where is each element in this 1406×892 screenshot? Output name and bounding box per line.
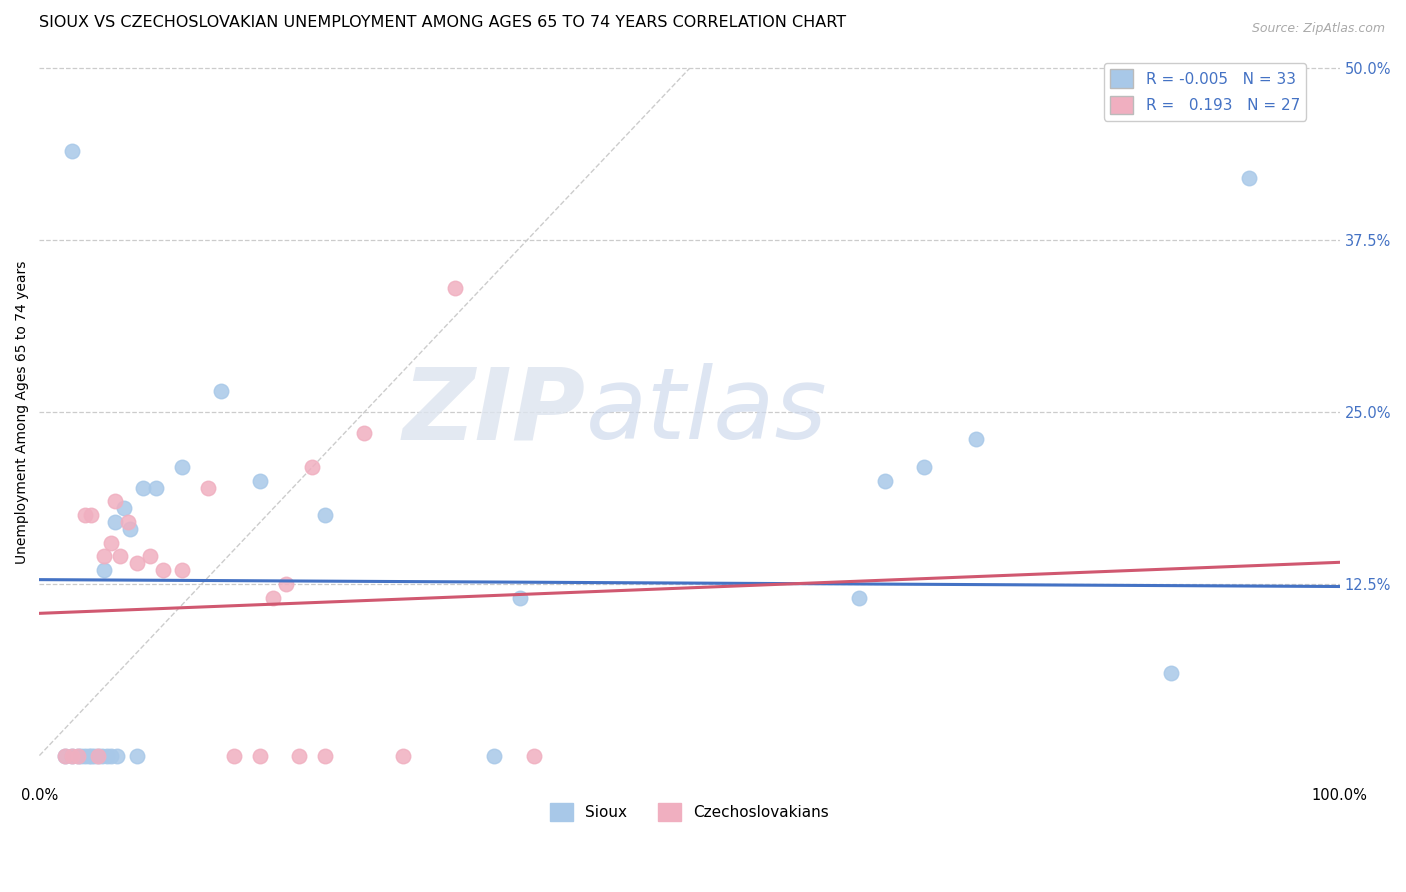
Point bbox=[90, 748, 112, 763]
Point bbox=[249, 748, 271, 763]
Legend: Sioux, Czechoslovakians: Sioux, Czechoslovakians bbox=[544, 797, 835, 828]
Point bbox=[484, 748, 506, 763]
Point bbox=[120, 522, 142, 536]
Point bbox=[93, 563, 115, 577]
Point bbox=[288, 748, 311, 763]
Y-axis label: Unemployment Among Ages 65 to 74 years: Unemployment Among Ages 65 to 74 years bbox=[15, 260, 30, 564]
Point bbox=[87, 748, 110, 763]
Text: Source: ZipAtlas.com: Source: ZipAtlas.com bbox=[1251, 22, 1385, 36]
Text: SIOUX VS CZECHOSLOVAKIAN UNEMPLOYMENT AMONG AGES 65 TO 74 YEARS CORRELATION CHAR: SIOUX VS CZECHOSLOVAKIAN UNEMPLOYMENT AM… bbox=[39, 15, 846, 30]
Point bbox=[67, 748, 90, 763]
Point bbox=[353, 425, 375, 440]
Point bbox=[87, 748, 110, 763]
Point bbox=[314, 508, 336, 522]
Point bbox=[276, 576, 298, 591]
Point bbox=[848, 591, 870, 605]
Point bbox=[77, 748, 100, 763]
Point bbox=[70, 748, 93, 763]
Point bbox=[262, 591, 284, 605]
Point bbox=[392, 748, 415, 763]
Point bbox=[80, 748, 103, 763]
Point bbox=[80, 508, 103, 522]
Point bbox=[112, 501, 135, 516]
Point bbox=[93, 549, 115, 564]
Text: ZIP: ZIP bbox=[402, 363, 585, 460]
Text: atlas: atlas bbox=[585, 363, 827, 460]
Point bbox=[125, 556, 148, 570]
Point bbox=[522, 748, 544, 763]
Point bbox=[211, 384, 233, 399]
Point bbox=[145, 481, 167, 495]
Point bbox=[912, 459, 935, 474]
Point bbox=[60, 144, 83, 158]
Point bbox=[107, 748, 129, 763]
Point bbox=[96, 748, 118, 763]
Point bbox=[83, 748, 105, 763]
Point bbox=[100, 748, 122, 763]
Point bbox=[117, 515, 139, 529]
Point bbox=[444, 281, 467, 295]
Point bbox=[132, 481, 155, 495]
Point bbox=[125, 748, 148, 763]
Point bbox=[873, 474, 896, 488]
Point bbox=[172, 459, 194, 474]
Point bbox=[1160, 666, 1182, 681]
Point bbox=[197, 481, 219, 495]
Point bbox=[301, 459, 323, 474]
Point bbox=[108, 549, 131, 564]
Point bbox=[104, 515, 127, 529]
Point bbox=[139, 549, 162, 564]
Point bbox=[1237, 171, 1260, 186]
Point bbox=[314, 748, 336, 763]
Point bbox=[104, 494, 127, 508]
Point bbox=[60, 748, 83, 763]
Point bbox=[509, 591, 531, 605]
Point bbox=[73, 748, 96, 763]
Point bbox=[965, 433, 987, 447]
Point bbox=[100, 535, 122, 549]
Point bbox=[73, 508, 96, 522]
Point bbox=[224, 748, 246, 763]
Point bbox=[152, 563, 174, 577]
Point bbox=[249, 474, 271, 488]
Point bbox=[55, 748, 77, 763]
Point bbox=[67, 748, 90, 763]
Point bbox=[60, 748, 83, 763]
Point bbox=[172, 563, 194, 577]
Point bbox=[55, 748, 77, 763]
